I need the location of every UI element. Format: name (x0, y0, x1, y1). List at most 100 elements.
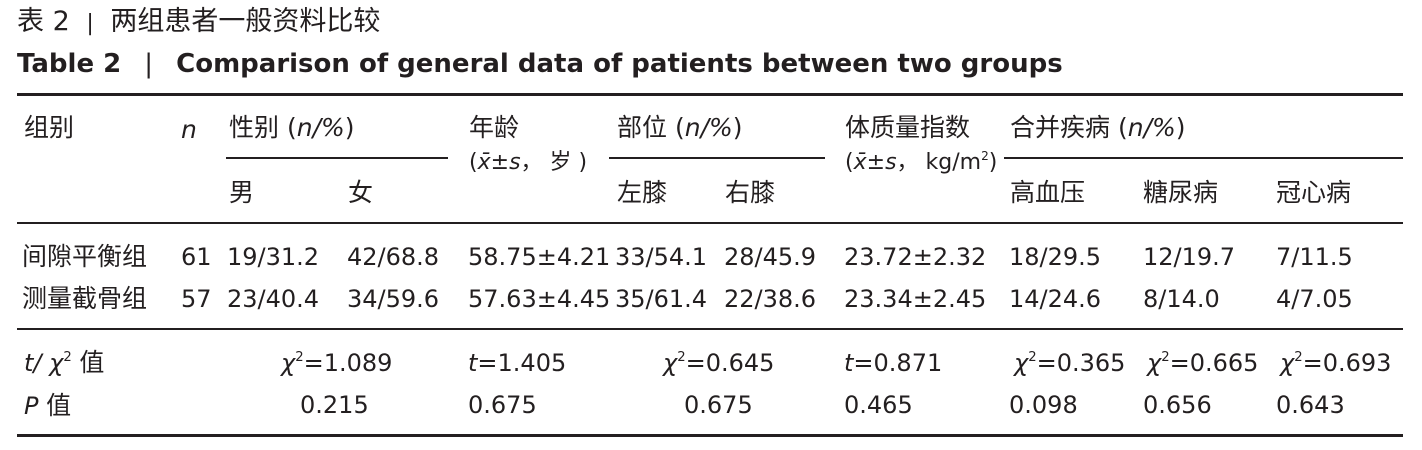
table-title-en: Table 2 | Comparison of general data of … (17, 51, 1063, 77)
stat-age-value: =1.405 (477, 349, 567, 377)
p-chd: 0.643 (1276, 391, 1345, 419)
header-site: 部位 (n/%) (617, 113, 743, 142)
title-separator: | (86, 11, 94, 36)
header-bottom-rule (17, 222, 1403, 224)
table-label-en: Table 2 (17, 49, 122, 79)
stat-label-p: P 值 (24, 393, 71, 418)
header-left-knee: 左膝 (617, 178, 668, 207)
header-group-label: 组别 (24, 113, 75, 142)
row2-group: 测量截骨组 (22, 284, 148, 313)
age-unit-suffix: ， 岁 ) (520, 150, 588, 175)
title-text-en: Comparison of general data of patients b… (176, 49, 1063, 79)
t-symbol: t (24, 349, 34, 377)
header-n-label: n (181, 115, 197, 144)
p-hypertension: 0.098 (1009, 391, 1078, 419)
row2-n: 57 (181, 285, 212, 313)
body-bottom-rule (17, 328, 1403, 330)
header-sex: 性别 (n/%) (229, 113, 355, 142)
s-symbol: s (885, 150, 897, 175)
header-bmi: 体质量指数 (845, 115, 970, 140)
row2-chd: 4/7.05 (1276, 285, 1353, 313)
row1-chd: 7/11.5 (1276, 243, 1353, 271)
xbar-symbol: x̄ (853, 150, 867, 175)
stat-diabetes-value: =0.665 (1169, 349, 1259, 377)
pm-symbol: ± (490, 150, 510, 175)
header-hypertension: 高血压 (1010, 178, 1086, 207)
header-diabetes: 糖尿病 (1143, 178, 1219, 207)
bmi-unit-sup: 2 (981, 148, 989, 163)
chi-sup: 2 (1028, 350, 1037, 366)
header-age-units: (x̄±s， 岁 ) (469, 150, 588, 175)
header-female: 女 (348, 178, 374, 207)
t-symbol: t (844, 349, 854, 377)
header-sex-unit: n/% (296, 113, 345, 142)
header-age-label: 年龄 (469, 113, 520, 142)
stat-label-cn: 值 (79, 348, 105, 377)
stat-chd: χ2=0.693 (1280, 351, 1391, 375)
stat-sex-value: =1.089 (303, 349, 393, 377)
header-bmi-label: 体质量指数 (845, 113, 971, 142)
chi-symbol: χ (1014, 349, 1029, 377)
row2-left-knee: 35/61.4 (615, 285, 708, 313)
row1-hypertension: 18/29.5 (1009, 243, 1102, 271)
comorbid-subrule (1004, 157, 1403, 159)
table-title-cn: 表 2 | 两组患者一般资料比较 (17, 8, 380, 35)
row2-right-knee: 22/38.6 (724, 285, 817, 313)
p-diabetes: 0.656 (1143, 391, 1212, 419)
chi-symbol: χ (663, 349, 678, 377)
chi-sup: 2 (677, 350, 686, 366)
pm-symbol: ± (866, 150, 886, 175)
chi-sup: 2 (63, 350, 72, 366)
p-site: 0.675 (684, 391, 753, 419)
row2-female: 34/59.6 (347, 285, 440, 313)
header-sex-label: 性别 (229, 113, 280, 142)
row1-female: 42/68.8 (347, 243, 440, 271)
bmi-unit-text: ， kg/m (896, 150, 982, 175)
header-comorbid-unit: n/% (1127, 113, 1176, 142)
top-rule (17, 93, 1403, 96)
header-bmi-units: (x̄±s， kg/m2) (845, 148, 998, 175)
stat-bmi-value: =0.871 (853, 349, 943, 377)
stat-chd-value: =0.693 (1302, 349, 1392, 377)
header-chd: 冠心病 (1276, 178, 1352, 207)
row1-right-knee: 28/45.9 (724, 243, 817, 271)
s-symbol: s (509, 150, 521, 175)
row1-left-knee: 33/54.1 (615, 243, 708, 271)
xbar-symbol: x̄ (477, 150, 491, 175)
table-label-cn: 表 2 (17, 6, 70, 37)
chi-symbol: χ (1147, 349, 1162, 377)
header-site-label: 部位 (617, 113, 668, 142)
sex-subrule (226, 157, 448, 159)
p-sex: 0.215 (300, 391, 369, 419)
row1-diabetes: 12/19.7 (1143, 243, 1236, 271)
stat-age: t=1.405 (468, 351, 566, 375)
p-age: 0.675 (468, 391, 537, 419)
row1-group: 间隙平衡组 (22, 242, 148, 271)
row2-bmi: 23.34±2.45 (844, 285, 987, 313)
site-subrule (609, 157, 825, 159)
row1-n: 61 (181, 243, 212, 271)
t-symbol: t (468, 349, 478, 377)
stat-hypertension: χ2=0.365 (1014, 351, 1125, 375)
header-comorbid: 合并疾病 (n/%) (1010, 113, 1186, 142)
row1-bmi: 23.72±2.32 (844, 243, 987, 271)
row2-diabetes: 8/14.0 (1143, 285, 1220, 313)
header-age: 年龄 (469, 115, 519, 140)
row2-male: 23/40.4 (227, 285, 320, 313)
row2-hypertension: 14/24.6 (1009, 285, 1102, 313)
header-n: n (181, 117, 197, 142)
row1-male: 19/31.2 (227, 243, 320, 271)
chi-symbol: / χ (33, 349, 64, 377)
header-group: 组别 (24, 115, 74, 140)
chi-sup: 2 (295, 350, 304, 366)
chi-sup: 2 (1161, 350, 1170, 366)
title-text-cn: 两组患者一般资料比较 (110, 6, 381, 37)
header-site-unit: n/% (684, 113, 733, 142)
stat-site-value: =0.645 (685, 349, 775, 377)
chi-symbol: χ (1280, 349, 1295, 377)
header-comorbid-label: 合并疾病 (1010, 113, 1111, 142)
row2-age: 57.63±4.45 (468, 285, 611, 313)
row1-age: 58.75±4.21 (468, 243, 611, 271)
stat-label-cn: 值 (46, 391, 72, 420)
chi-symbol: χ (281, 349, 296, 377)
